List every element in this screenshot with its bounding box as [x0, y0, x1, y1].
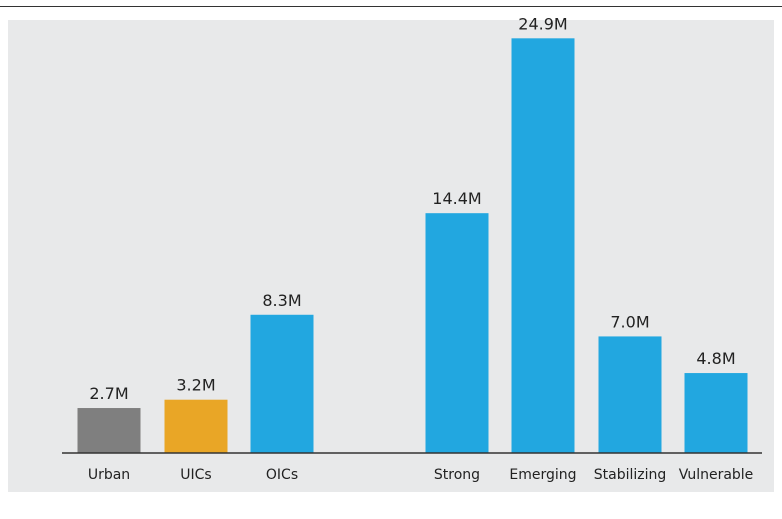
bar-urban: [77, 408, 141, 453]
category-label-uics: UICs: [180, 467, 211, 483]
bar-stabilizing: [598, 336, 662, 453]
value-label-stabilizing: 7.0M: [610, 312, 649, 331]
bar-uics: [164, 399, 228, 453]
category-label-strong: Strong: [434, 467, 480, 483]
category-label-vulnerable: Vulnerable: [679, 467, 754, 483]
category-label-oics: OICs: [266, 467, 298, 483]
bar-strong: [425, 213, 489, 453]
value-label-urban: 2.7M: [89, 384, 128, 403]
category-label-urban: Urban: [88, 467, 130, 483]
bar-vulnerable: [684, 373, 748, 453]
value-label-vulnerable: 4.8M: [696, 349, 735, 368]
top-rule: [0, 6, 782, 7]
value-label-emerging: 24.9M: [518, 14, 567, 33]
value-label-oics: 8.3M: [262, 291, 301, 310]
value-label-uics: 3.2M: [176, 376, 215, 395]
category-labels-layer: Urban UICs OICs Strong Emerging Stabilizing Vu…: [88, 467, 753, 483]
value-label-strong: 14.4M: [432, 189, 481, 208]
bars-layer: [77, 38, 748, 454]
category-label-stabilizing: Stabilizing: [594, 467, 667, 483]
category-label-emerging: Emerging: [509, 467, 576, 483]
value-labels-layer: 2.7M 3.2M 8.3M 14.4M 24.9M 7.0M 4.8M: [89, 14, 735, 403]
bar-emerging: [511, 38, 575, 454]
bar-oics: [250, 314, 314, 453]
